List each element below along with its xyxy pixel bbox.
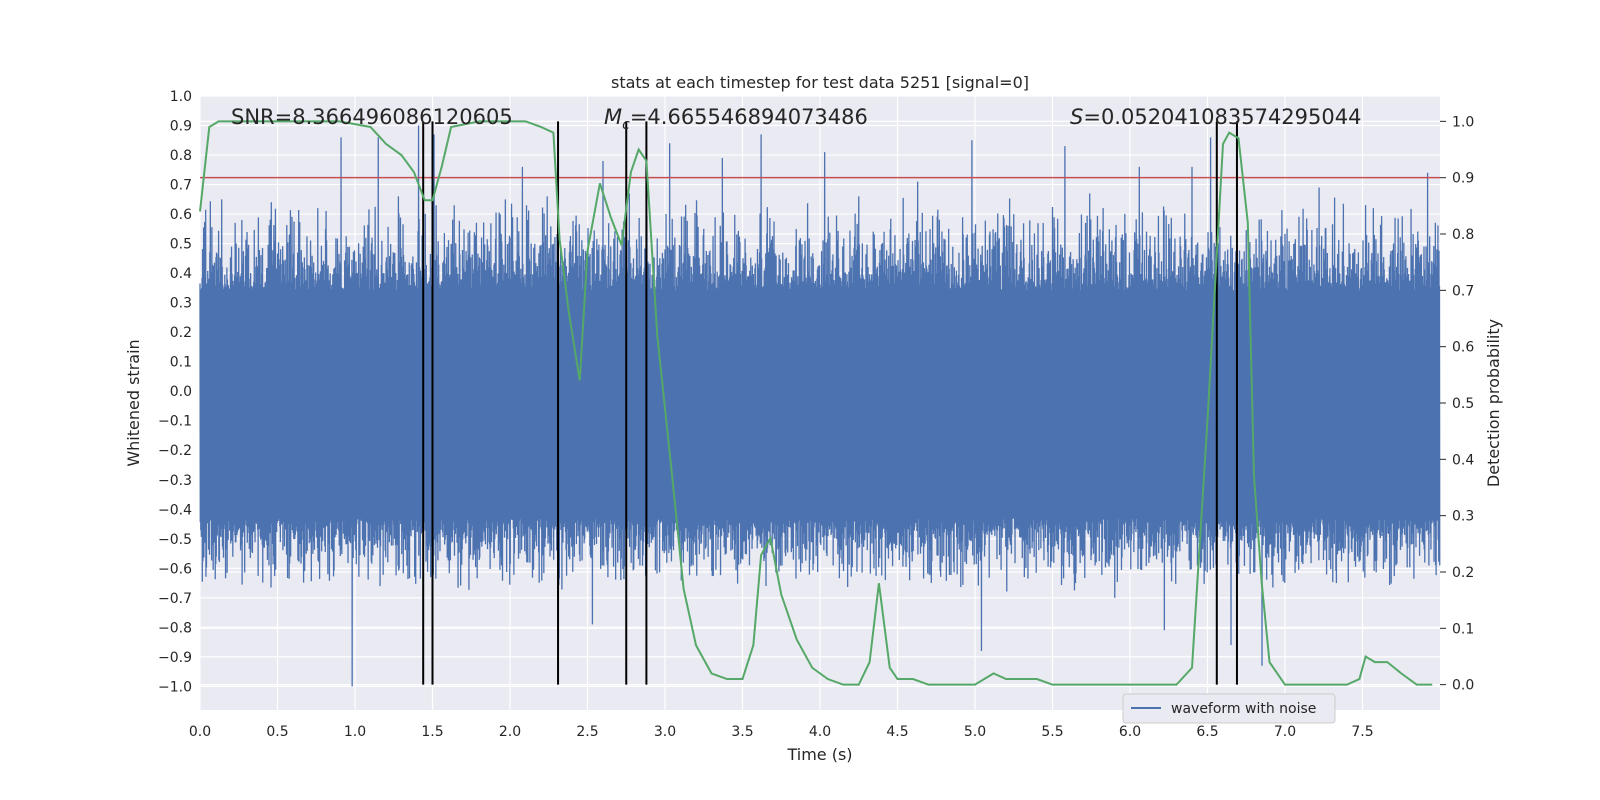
y2-tick-label: 0.8 [1452, 227, 1474, 243]
y-tick-label: 0.4 [170, 266, 192, 282]
y-ticks: 1.0 0.9 0.8 0.7 0.6 0.5 0.4 0.3 0.2 0.1 0.0 −0.1 −0.… [158, 89, 192, 695]
y-tick-label: 0.3 [170, 296, 192, 312]
y-tick-label: −0.8 [158, 620, 192, 636]
s-annotation: S=0.052041083574295044 [1070, 105, 1361, 129]
y2-tick-label: 0.7 [1452, 283, 1474, 299]
y-tick-label: 0.8 [170, 148, 192, 164]
x-tick-label: 6.5 [1196, 724, 1218, 740]
x-tick-label: 1.5 [421, 724, 443, 740]
x-axis-label: Time (s) [786, 745, 852, 764]
y2-tick-label: 0.4 [1452, 452, 1474, 468]
snr-annotation: SNR=8.366496086120605 [231, 105, 513, 129]
y-tick-label: −0.7 [158, 591, 192, 607]
y-tick-label: 0.5 [170, 237, 192, 253]
x-tick-label: 3.0 [654, 724, 676, 740]
y2-tick-label: 0.3 [1452, 509, 1474, 525]
y-tick-label: 1.0 [170, 89, 192, 105]
legend-label: waveform with noise [1171, 701, 1316, 717]
y-tick-label: 0.7 [170, 178, 192, 194]
y2-tick-label: 0.1 [1452, 621, 1474, 637]
x-tick-label: 6.0 [1119, 724, 1141, 740]
x-tick-label: 5.5 [1041, 724, 1063, 740]
waveform-line [199, 125, 1441, 687]
y-tick-label: 0.9 [170, 119, 192, 135]
y-tick-label: 0.2 [170, 325, 192, 341]
s-value: =0.052041083574295044 [1083, 105, 1361, 129]
y2-tick-label: 0.0 [1452, 678, 1474, 694]
x-ticks: 0.0 0.5 1.0 1.5 2.0 2.5 3.0 3.5 4.0 4.5 5.0 5.5 6.0 6… [189, 724, 1374, 740]
y2-tick-label: 0.2 [1452, 565, 1474, 581]
x-tick-label: 0.5 [266, 724, 288, 740]
y-axis-label: Whitened strain [124, 339, 143, 466]
x-tick-label: 1.0 [344, 724, 366, 740]
y2-axis-label: Detection probability [1484, 319, 1503, 487]
y-tick-label: 0.6 [170, 207, 192, 223]
y-tick-label: −0.1 [158, 414, 192, 430]
y2-ticks: 1.0 0.9 0.8 0.7 0.6 0.5 0.4 0.3 0.2 0.1 0.0 [1440, 114, 1474, 694]
y-tick-label: −0.4 [158, 502, 192, 518]
chirp-mass-annotation: Mc=4.665546894073486 [604, 105, 868, 133]
chart-title: stats at each timestep for test data 525… [611, 73, 1029, 92]
y-tick-label: −0.2 [158, 443, 192, 459]
x-tick-label: 2.0 [499, 724, 521, 740]
x-tick-label: 3.5 [731, 724, 753, 740]
chirp-mass-subscript: c [622, 117, 630, 133]
y-tick-label: −0.6 [158, 561, 192, 577]
x-tick-label: 7.0 [1274, 724, 1296, 740]
y2-tick-label: 0.9 [1452, 171, 1474, 187]
s-symbol: S [1070, 105, 1083, 129]
y-tick-label: −0.5 [158, 532, 192, 548]
chirp-mass-value: =4.665546894073486 [630, 105, 868, 129]
y2-tick-label: 0.6 [1452, 340, 1474, 356]
y-tick-label: −0.9 [158, 650, 192, 666]
waveform-series [199, 125, 1441, 687]
legend-box [1122, 693, 1336, 724]
probability-line [199, 120, 1433, 686]
chirp-mass-symbol: M [604, 105, 622, 129]
y2-tick-label: 1.0 [1452, 114, 1474, 130]
y-tick-label: −1.0 [158, 679, 192, 695]
y-tick-label: 0.1 [170, 355, 192, 371]
y-tick-label: 0.0 [170, 384, 192, 400]
x-tick-label: 4.5 [886, 724, 908, 740]
legend: waveform with noise [1122, 693, 1336, 724]
x-tick-label: 7.5 [1351, 724, 1373, 740]
x-tick-label: 4.0 [809, 724, 831, 740]
x-tick-label: 5.0 [964, 724, 986, 740]
x-tick-label: 2.5 [576, 724, 598, 740]
x-tick-label: 0.0 [189, 724, 211, 740]
y-tick-label: −0.3 [158, 473, 192, 489]
y2-tick-label: 0.5 [1452, 396, 1474, 412]
